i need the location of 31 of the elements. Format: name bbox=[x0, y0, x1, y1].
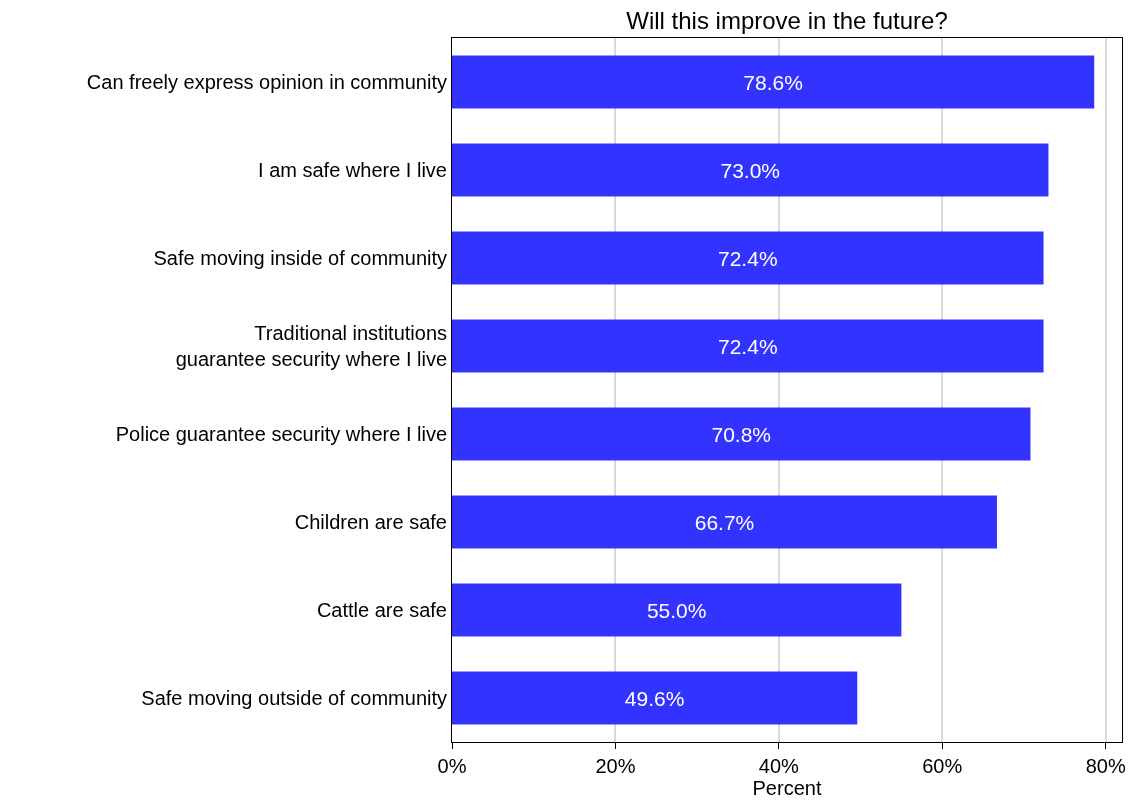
data-label: 55.0% bbox=[646, 598, 707, 622]
bar bbox=[452, 319, 1044, 373]
x-tick-label: 40% bbox=[758, 755, 800, 777]
x-tick-label: 60% bbox=[922, 755, 963, 777]
bar bbox=[452, 583, 902, 637]
data-label: 49.6% bbox=[624, 686, 685, 710]
data-label: 72.4% bbox=[718, 334, 778, 358]
y-tick-label: I am safe where I live bbox=[258, 159, 447, 181]
data-label: 78.6% bbox=[743, 70, 803, 94]
data-label: 73.0% bbox=[720, 158, 780, 182]
bar bbox=[452, 231, 1044, 285]
bar bbox=[452, 495, 997, 549]
y-tick-label: Police guarantee security where I live bbox=[115, 423, 447, 445]
x-tick-label: 80% bbox=[1085, 755, 1126, 777]
y-tick-label: Safe moving outside of community bbox=[141, 687, 447, 709]
y-tick-label: Safe moving inside of community bbox=[153, 247, 447, 269]
chart-title: Will this improve in the future? bbox=[626, 6, 948, 34]
bar bbox=[452, 671, 858, 725]
y-tick-label: Children are safe bbox=[294, 511, 447, 533]
bar bbox=[452, 55, 1095, 109]
data-label: 70.8% bbox=[711, 422, 772, 446]
bar bbox=[452, 407, 1031, 461]
x-axis-title: Percent bbox=[752, 777, 822, 799]
data-label: 66.7% bbox=[694, 510, 755, 534]
x-tick-label: 0% bbox=[437, 755, 467, 777]
y-tick-label: Traditional institutions guarantee security where I live bbox=[175, 322, 447, 370]
bar bbox=[452, 143, 1049, 197]
y-tick-label: Cattle are safe bbox=[316, 599, 447, 621]
y-tick-label: Can freely express opinion in community bbox=[86, 71, 447, 93]
data-label: 72.4% bbox=[718, 246, 778, 270]
x-tick-label: 20% bbox=[595, 755, 636, 777]
